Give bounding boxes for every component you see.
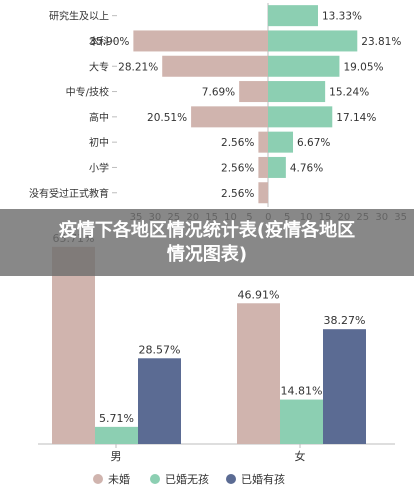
category-label: 中专/技校 (66, 86, 109, 99)
category-label: 高中 (89, 111, 109, 124)
right-bar (268, 30, 358, 52)
left-bar-value-label: 28.21% (118, 61, 158, 73)
grouped-bar (237, 303, 280, 444)
left-bar (258, 131, 268, 153)
right-bar-value-label: 23.81% (361, 36, 401, 48)
category-label: 初中 (89, 136, 109, 149)
right-bar (268, 55, 340, 77)
right-bar (268, 5, 318, 27)
right-bar (268, 156, 286, 178)
left-bar-value-label: 20.51% (147, 112, 187, 124)
legend-label: 已婚有孩 (241, 472, 285, 486)
left-bar (191, 106, 268, 128)
legend-swatch (93, 474, 103, 484)
left-bar (133, 30, 268, 52)
grouped-bar-value-label: 5.71% (99, 412, 134, 425)
right-bar-value-label: 13.33% (322, 11, 362, 23)
grouped-bar (323, 329, 366, 444)
x-category-label: 女 (295, 449, 306, 463)
category-label: 大专 (89, 60, 109, 73)
left-bar-value-label: 2.56% (221, 137, 254, 149)
legend-label: 已婚无孩 (165, 472, 209, 486)
legend-swatch (150, 474, 160, 484)
left-bar-value-label: 2.56% (221, 162, 254, 174)
right-bar-value-label: 17.14% (336, 112, 376, 124)
grouped-bar (138, 358, 181, 444)
left-bar (258, 156, 268, 178)
left-bar-value-label: 35.90% (89, 36, 129, 48)
grouped-bar (280, 399, 323, 444)
grouped-bar-value-label: 28.57% (139, 343, 181, 356)
left-bar-value-label: 2.56% (221, 188, 254, 200)
category-label: 本科 (89, 35, 109, 48)
category-label: 没有受过正式教育 (29, 187, 109, 200)
category-label: 小学 (89, 161, 109, 174)
right-bar-value-label: 4.76% (290, 162, 323, 174)
right-bar-value-label: 15.24% (329, 87, 369, 99)
right-bar (268, 131, 294, 153)
right-bar-value-label: 19.05% (343, 61, 383, 73)
right-bar (268, 81, 326, 103)
category-label: 研究生及以上 (49, 10, 109, 23)
chart-title: 疫情下各地区情况统计表(疫情各地区情况图表) (58, 219, 356, 265)
legend-label: 未婚 (108, 472, 130, 486)
chart-title-banner: 疫情下各地区情况统计表(疫情各地区情况图表) (0, 209, 414, 276)
right-bar-value-label: 6.67% (297, 137, 330, 149)
x-category-label: 男 (111, 450, 122, 463)
grouped-bar (52, 246, 95, 444)
left-bar (162, 55, 268, 77)
right-bar (268, 106, 333, 128)
left-bar-value-label: 7.69% (202, 87, 235, 99)
legend-swatch (226, 474, 236, 484)
left-bar (258, 182, 268, 204)
grouped-bar-value-label: 38.27% (324, 314, 366, 327)
grouped-bar-value-label: 46.91% (238, 288, 280, 301)
grouped-bar (95, 426, 138, 444)
left-bar (239, 81, 268, 103)
grouped-bar-value-label: 14.81% (281, 385, 323, 398)
